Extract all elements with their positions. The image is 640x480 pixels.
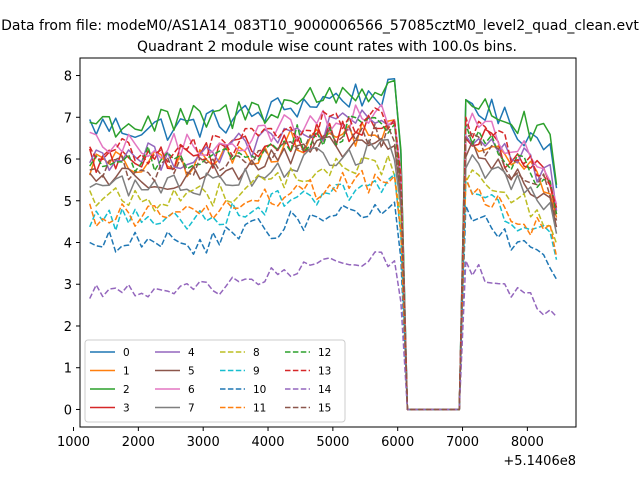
plot-series-group <box>88 78 558 411</box>
legend-label-8: 8 <box>253 347 260 359</box>
legend-label-11: 11 <box>253 403 266 415</box>
legend-label-6: 6 <box>188 384 195 396</box>
legend-label-9: 9 <box>253 366 260 378</box>
legend-label-2: 2 <box>123 384 130 396</box>
series-line-15 <box>89 123 558 411</box>
chart-suptitle: Data from file: modeM0/AS1A14_083T10_900… <box>1 18 639 34</box>
chart-title: Quadrant 2 module wise count rates with … <box>137 39 517 55</box>
x-tick-label-6000: 6000 <box>381 435 414 450</box>
legend-box <box>84 339 346 423</box>
y-tick-label-8: 8 <box>64 70 72 85</box>
legend-label-4: 4 <box>188 347 195 359</box>
legend-label-13: 13 <box>318 366 331 378</box>
series-line-7 <box>89 138 558 411</box>
legend-label-5: 5 <box>188 366 195 378</box>
series-line-0 <box>89 78 558 411</box>
legend-label-12: 12 <box>318 347 331 359</box>
legend-label-10: 10 <box>253 384 266 396</box>
y-tick-label-7: 7 <box>64 111 72 126</box>
y-tick-label-4: 4 <box>64 237 72 252</box>
legend-label-7: 7 <box>188 403 195 415</box>
series-line-8 <box>89 154 558 411</box>
legend-label-14: 14 <box>318 384 332 396</box>
x-tick-label-8000: 8000 <box>511 435 544 450</box>
x-offset-label: +5.1406e8 <box>503 454 576 469</box>
y-tick-label-1: 1 <box>64 362 72 377</box>
x-tick-label-2000: 2000 <box>122 435 155 450</box>
y-tick-label-3: 3 <box>64 278 72 293</box>
x-tick-label-7000: 7000 <box>446 435 479 450</box>
series-line-13 <box>89 107 558 411</box>
axis-ticks-group: 1000 2000 3000 4000 5000 6000 7000 800001234567… <box>57 70 544 450</box>
y-tick-label-5: 5 <box>64 195 72 210</box>
series-line-6 <box>89 103 558 411</box>
x-tick-label-3000: 3000 <box>187 435 220 450</box>
legend-label-1: 1 <box>123 366 130 378</box>
y-tick-label-2: 2 <box>64 320 72 335</box>
x-tick-label-1000: 1000 <box>57 435 90 450</box>
series-line-2 <box>89 79 558 411</box>
y-tick-label-6: 6 <box>64 153 72 168</box>
legend-label-15: 15 <box>318 403 331 415</box>
x-tick-label-4000: 4000 <box>251 435 284 450</box>
series-line-10 <box>89 201 558 411</box>
series-line-9 <box>89 173 558 411</box>
y-tick-label-0: 0 <box>64 403 72 418</box>
legend-label-3: 3 <box>123 403 130 415</box>
series-line-11 <box>88 169 558 411</box>
series-line-14 <box>89 251 558 411</box>
series-line-4 <box>89 109 558 411</box>
legend-label-0: 0 <box>123 347 130 359</box>
x-tick-label-5000: 5000 <box>316 435 349 450</box>
